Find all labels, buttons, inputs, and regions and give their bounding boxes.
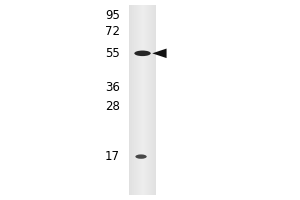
Bar xyxy=(145,5,146,195)
Text: 55: 55 xyxy=(105,47,120,60)
Bar xyxy=(149,5,150,195)
Bar xyxy=(133,5,134,195)
Polygon shape xyxy=(152,49,166,58)
Bar xyxy=(146,5,147,195)
Bar xyxy=(129,5,130,195)
Bar xyxy=(155,5,156,195)
Bar xyxy=(154,5,155,195)
Text: 36: 36 xyxy=(105,81,120,94)
Bar xyxy=(143,5,144,195)
Bar xyxy=(132,5,133,195)
Ellipse shape xyxy=(135,154,147,159)
Bar xyxy=(152,5,153,195)
Bar xyxy=(144,5,145,195)
Bar xyxy=(137,5,138,195)
Bar xyxy=(131,5,132,195)
Bar xyxy=(147,5,148,195)
Text: 28: 28 xyxy=(105,100,120,113)
Bar xyxy=(139,5,140,195)
Bar xyxy=(136,5,137,195)
Bar xyxy=(151,5,152,195)
Bar xyxy=(148,5,149,195)
Bar xyxy=(135,5,136,195)
Bar xyxy=(150,5,151,195)
Text: 17: 17 xyxy=(105,150,120,163)
Bar xyxy=(130,5,131,195)
Bar xyxy=(153,5,154,195)
Bar xyxy=(140,5,141,195)
Bar xyxy=(134,5,135,195)
Bar xyxy=(142,5,143,195)
Bar xyxy=(138,5,139,195)
Text: 72: 72 xyxy=(105,25,120,38)
Bar xyxy=(141,5,142,195)
Text: 95: 95 xyxy=(105,9,120,22)
Ellipse shape xyxy=(134,51,151,56)
